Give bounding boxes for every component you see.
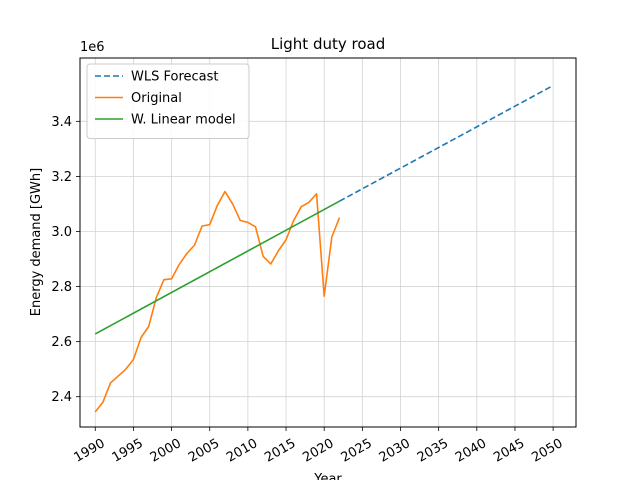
y-tick-label: 2.6 (51, 335, 72, 350)
series-line-original (94, 190, 341, 413)
y-axis-label: Energy demand [GWh] (29, 168, 44, 316)
series-line-wls-forecast (339, 84, 554, 202)
series-line-w-linear-model (94, 200, 340, 335)
y-axis: 2.4 2.6 2.8 3.0 3.2 3.4 (51, 115, 80, 405)
y-tick-label: 3.2 (51, 170, 72, 185)
chart-title: Light duty road (271, 35, 386, 53)
legend: WLS Forecast Original W. Linear model (86, 63, 250, 139)
plot-frame (79, 57, 577, 428)
legend-label: WLS Forecast (131, 70, 219, 85)
y-tick-label: 2.8 (51, 280, 72, 295)
x-axis-label: Year (313, 472, 342, 480)
y-offset-label: 1e6 (80, 40, 105, 55)
y-tick-label: 3.4 (51, 115, 72, 130)
legend-label: W. Linear model (131, 113, 236, 128)
series-layer (94, 84, 554, 413)
y-tick-label: 3.0 (51, 225, 72, 240)
legend-label: Original (131, 91, 182, 106)
y-tick-label: 2.4 (51, 390, 72, 405)
legend-box (86, 63, 250, 139)
